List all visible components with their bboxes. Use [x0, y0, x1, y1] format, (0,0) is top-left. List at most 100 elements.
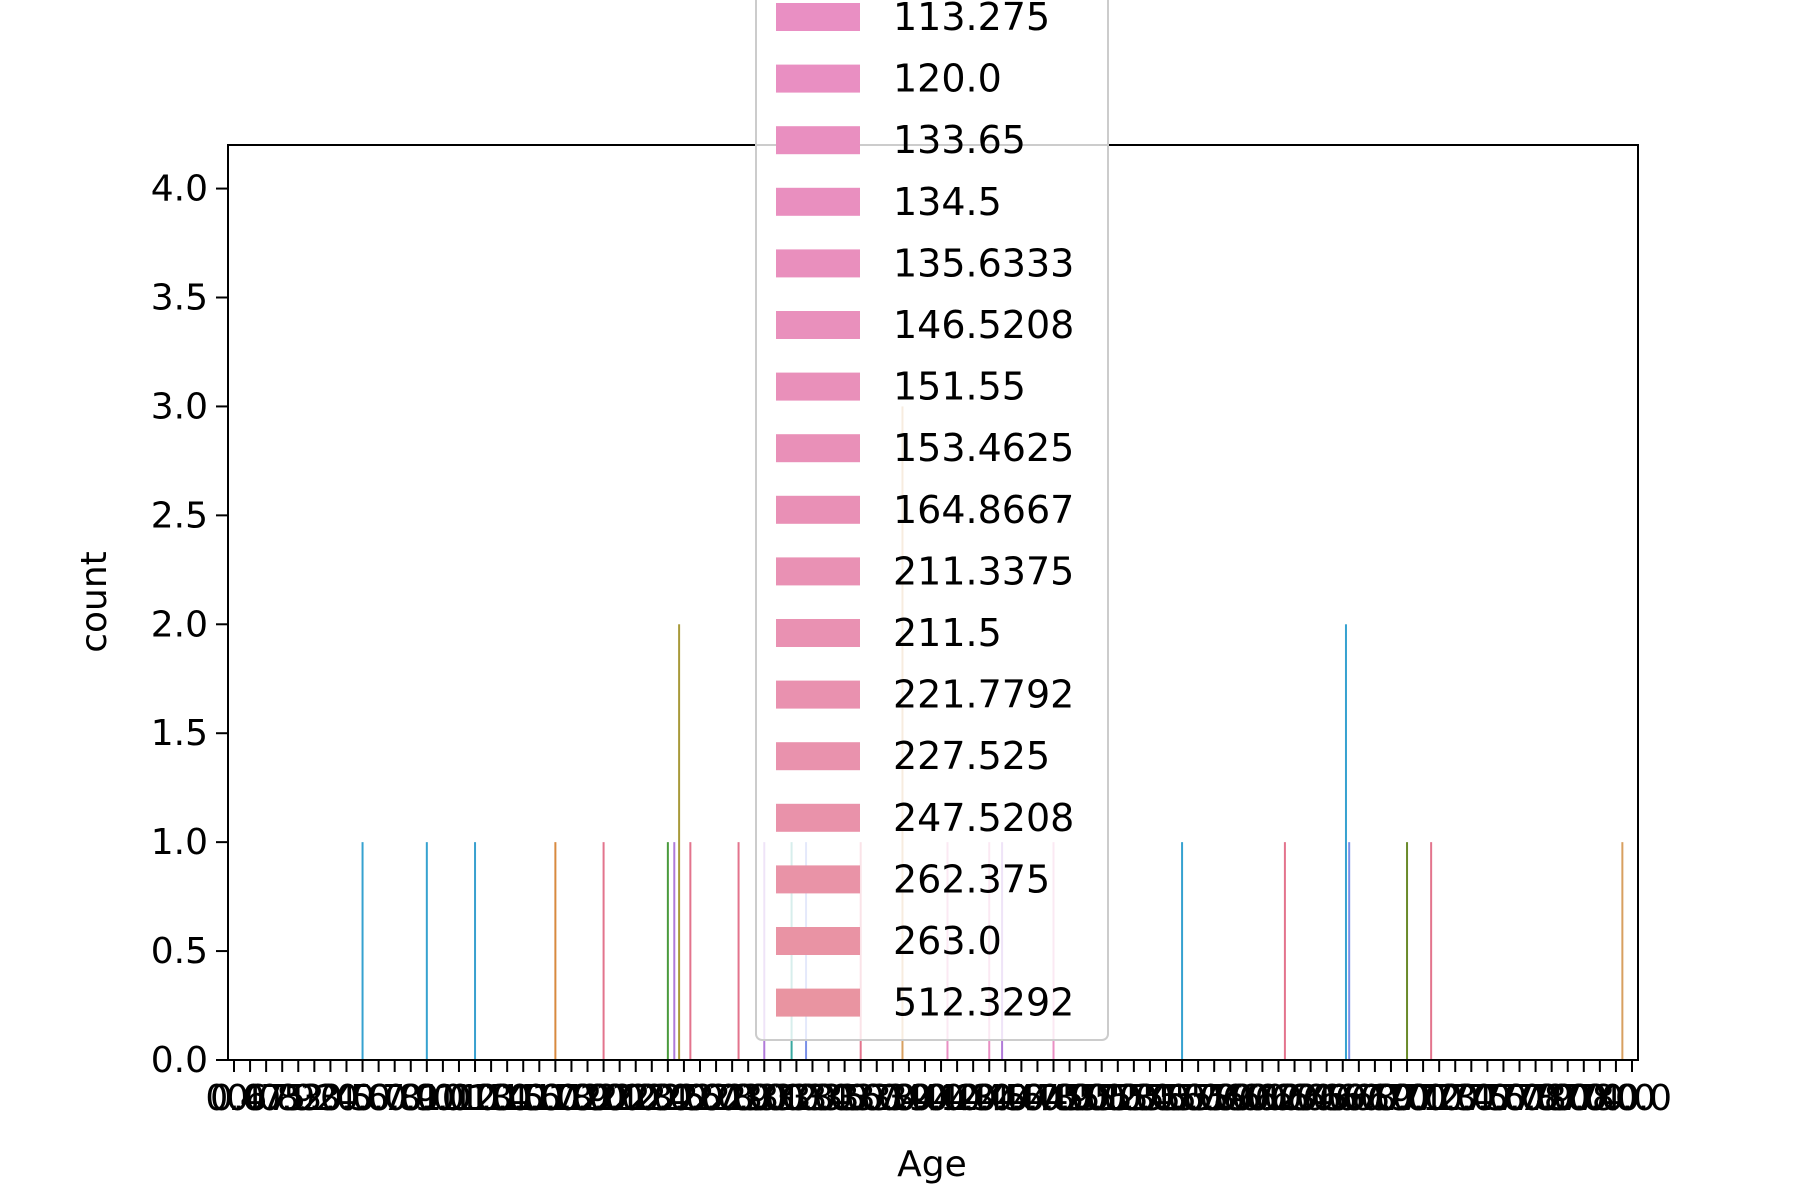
x-tick-label: 66.0	[1319, 1078, 1399, 1119]
legend-entry-label: 113.275	[893, 0, 1050, 39]
bar	[554, 842, 557, 1060]
x-tick-label: 9.0	[414, 1078, 471, 1119]
x-tick-label: 15.0	[499, 1078, 579, 1119]
y-tick-label: 0.0	[151, 1040, 208, 1081]
x-tick-label: 38.0	[869, 1078, 949, 1119]
x-tick-label: 70.0	[1560, 1078, 1640, 1119]
x-tick-label: 29.0	[724, 1078, 804, 1119]
y-tick-label: 1.5	[151, 713, 208, 754]
x-tick-label: 4.0	[334, 1078, 391, 1119]
x-tick-label: 73.0	[1431, 1078, 1511, 1119]
x-tick-label: 51.0	[1078, 1078, 1158, 1119]
legend-swatch	[776, 988, 860, 1017]
legend-swatch	[776, 495, 860, 524]
legend-entry-label: 133.65	[893, 118, 1026, 162]
x-tick-label: 77.0	[1496, 1078, 1576, 1119]
x-tick-label: 35.0	[821, 1078, 901, 1119]
x-tick-label: 1.0	[286, 1078, 343, 1119]
x-tick-label: 44.0	[965, 1078, 1045, 1119]
bar	[474, 842, 477, 1060]
x-tick-label: 75.0	[1463, 1078, 1543, 1119]
x-tick-label: 71.0	[1399, 1078, 1479, 1119]
x-tick-label: 42.0	[933, 1078, 1013, 1119]
x-tick-label: 56.0	[1158, 1078, 1238, 1119]
y-tick-label: 2.5	[151, 495, 208, 536]
legend-swatch	[776, 927, 860, 955]
legend-swatch	[776, 680, 860, 709]
legend-swatch	[776, 3, 860, 31]
y-tick-label: 1.0	[151, 822, 208, 863]
legend-entry-label: 134.5	[893, 180, 1002, 224]
x-tick-label: 54.0	[1126, 1078, 1206, 1119]
x-tick-label: 27.0	[692, 1078, 772, 1119]
legend-entry-label: 120.0	[893, 57, 1002, 101]
x-tick-label: 21.0	[596, 1078, 676, 1119]
y-tick-label: 3.0	[151, 386, 208, 427]
x-tick-label: 0.92	[258, 1078, 338, 1119]
legend: 113.275 120.0 133.65 134.5 135.6333 146.5208 1…	[755, 0, 1109, 1041]
x-tick-label: 17.0	[531, 1078, 611, 1119]
x-tick-label: 68.0	[1351, 1078, 1431, 1119]
x-tick-label: 32.0	[772, 1078, 852, 1119]
legend-swatch	[776, 372, 860, 401]
bar	[1344, 624, 1347, 1060]
x-tick-label: 74.0	[1576, 1078, 1656, 1119]
legend-entry-label: 211.5	[893, 611, 1002, 655]
x-tick-label: 33.0	[788, 1078, 868, 1119]
legend-entry-label: 151.55	[893, 365, 1026, 409]
x-tick-label: 2.0	[302, 1078, 359, 1119]
x-tick-label: 37.0	[853, 1078, 933, 1119]
x-tick-label: 8.0	[398, 1078, 455, 1119]
x-tick-label: 3.0	[318, 1078, 375, 1119]
legend-entry-label: 211.3375	[893, 549, 1074, 593]
x-tick-label: 45.0	[981, 1078, 1061, 1119]
x-tick-label: 36.0	[837, 1078, 917, 1119]
x-tick-label: 10.0	[419, 1078, 499, 1119]
x-tick-label: 41.0	[917, 1078, 997, 1119]
x-tick-label: 20.0	[580, 1078, 660, 1119]
x-tick-label: 59.0	[1206, 1078, 1286, 1119]
x-tick-label: 22.0	[612, 1078, 692, 1119]
legend-swatch	[776, 434, 860, 463]
x-axis-label: Age	[897, 1144, 967, 1185]
x-tick-label: 67.0	[1335, 1078, 1415, 1119]
x-tick-label: 19.0	[564, 1078, 644, 1119]
legend-entry-label: 227.525	[893, 734, 1050, 778]
legend-entry-label: 512.3292	[893, 981, 1074, 1025]
legend-swatch	[776, 557, 860, 586]
x-tick-label: 12.0	[451, 1078, 531, 1119]
x-tick-label: 34.0	[805, 1078, 885, 1119]
y-tick-label: 3.5	[151, 278, 208, 319]
bar	[425, 842, 428, 1060]
legend-entry-label: 247.5208	[893, 796, 1074, 840]
x-tick-label: 55.0	[1142, 1078, 1222, 1119]
x-tick-label: 43.0	[949, 1078, 1029, 1119]
x-tick-label: 28.0	[708, 1078, 788, 1119]
bar	[1348, 842, 1351, 1060]
x-tick-label: 53.0	[1110, 1078, 1190, 1119]
x-tick-label: 26.0	[676, 1078, 756, 1119]
legend-swatch	[776, 187, 860, 216]
x-tick-label: 57.0	[1174, 1078, 1254, 1119]
x-tick-label: 14.0	[483, 1078, 563, 1119]
x-tick-label: 39.0	[885, 1078, 965, 1119]
x-tick-label: 40.0	[901, 1078, 981, 1119]
x-tick-label: 24.0	[644, 1078, 724, 1119]
x-tick-label: 0.75	[226, 1078, 306, 1119]
x-tick-label: 0.67	[210, 1078, 290, 1119]
legend-swatch	[776, 64, 860, 93]
x-tick-label: 48.0	[1030, 1078, 1110, 1119]
x-tick-label: 60.0	[1222, 1078, 1302, 1119]
x-tick-label: 61.0	[1238, 1078, 1318, 1119]
x-tick-label: 11.0	[435, 1078, 515, 1119]
x-tick-label: 58.0	[1190, 1078, 1270, 1119]
x-tick-label: 7.0	[382, 1078, 439, 1119]
bar	[1283, 842, 1286, 1060]
x-tick-label: 25.0	[660, 1078, 740, 1119]
bar	[1181, 842, 1184, 1060]
x-tick-label: 52.0	[1094, 1078, 1174, 1119]
x-tick-label: 18.0	[547, 1078, 627, 1119]
x-tick-label: 74.0	[1447, 1078, 1527, 1119]
legend-entry-label: 135.6333	[893, 241, 1074, 285]
x-tick-label: 0.83	[242, 1078, 322, 1119]
